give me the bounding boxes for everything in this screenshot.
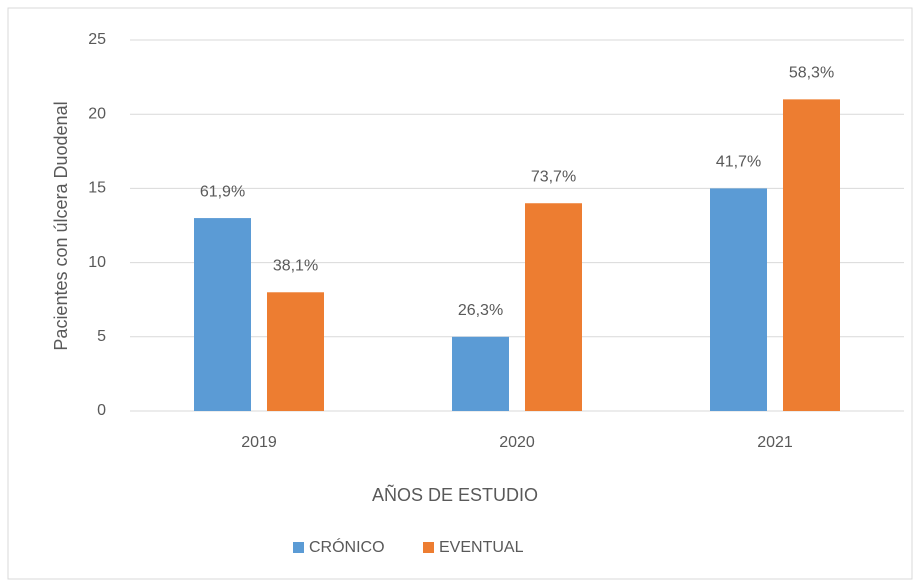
bar [452,336,509,411]
legend-label: EVENTUAL [439,539,524,556]
data-label: 38,1% [273,257,318,274]
y-tick-label: 25 [88,31,106,48]
bar [710,188,767,411]
x-axis-title: AÑOS DE ESTUDIO [372,484,538,505]
y-tick-label: 0 [97,402,106,419]
data-label: 26,3% [458,302,503,319]
data-label: 58,3% [789,65,834,82]
bar [194,218,251,411]
bar [783,99,840,412]
bar [267,292,324,411]
legend-swatch [293,542,304,553]
bar [525,203,582,411]
y-tick-label: 5 [97,328,106,345]
data-label: 73,7% [531,168,576,185]
data-label: 41,7% [716,154,761,171]
x-tick-label: 2020 [499,434,535,451]
y-tick-label: 20 [88,105,106,122]
y-tick-label: 10 [88,254,106,271]
legend-label: CRÓNICO [309,537,385,556]
x-tick-label: 2021 [757,434,793,451]
y-tick-label: 15 [88,180,106,197]
data-label: 61,9% [200,183,245,200]
legend-swatch [423,542,434,553]
y-axis-title: Pacientes con úlcera Duodenal [51,101,71,350]
x-tick-label: 2019 [241,434,277,451]
